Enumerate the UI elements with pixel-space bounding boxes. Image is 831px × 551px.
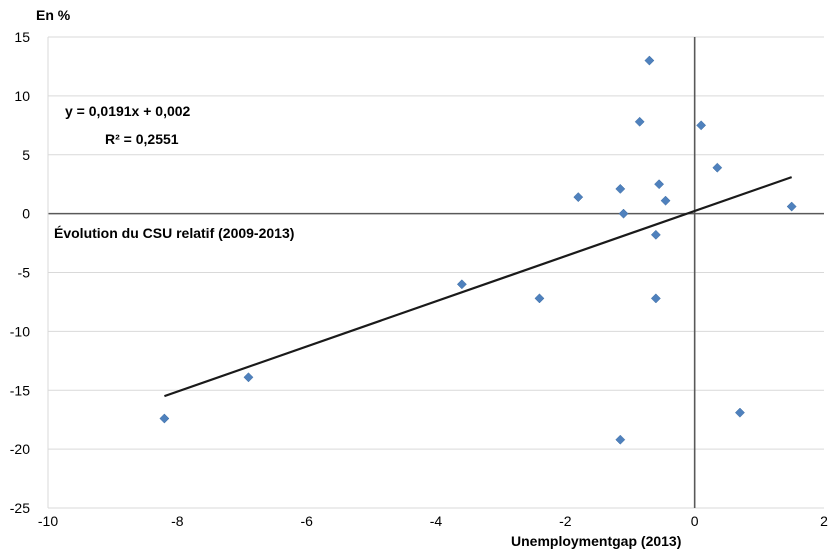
grid-lines [48, 36, 824, 509]
y-tick-label: -5 [18, 265, 31, 281]
y-tick-label: 15 [14, 29, 30, 45]
data-point [786, 201, 797, 212]
r-squared: R² = 0,2551 [105, 131, 179, 147]
x-tick-label: -4 [430, 513, 443, 529]
y-tick-label: 10 [14, 88, 30, 104]
data-points [159, 55, 797, 445]
y-tick-label: -10 [10, 323, 30, 339]
x-tick-label: 2 [820, 513, 828, 529]
y-tick-label: -25 [10, 500, 30, 516]
data-point [456, 279, 467, 290]
y-tick-label: -20 [10, 441, 30, 457]
data-point [712, 162, 723, 173]
data-point [634, 116, 645, 127]
x-tick-label: 0 [691, 513, 699, 529]
y-axis-label: Évolution du CSU relatif (2009-2013) [54, 225, 294, 241]
x-tick-label: -10 [38, 513, 58, 529]
data-point [159, 413, 170, 424]
data-point [243, 372, 254, 383]
y-unit-label: En % [36, 7, 71, 23]
trend-equation: y = 0,0191x + 0,002 [65, 103, 191, 119]
data-point [660, 195, 671, 206]
data-point [618, 208, 629, 219]
x-tick-label: -8 [171, 513, 184, 529]
data-point [534, 293, 545, 304]
trendline-layer [164, 176, 793, 398]
data-point [654, 179, 665, 190]
axes [47, 37, 824, 508]
data-point [696, 120, 707, 131]
data-point [615, 434, 626, 445]
y-tick-label: -15 [10, 382, 30, 398]
data-point [644, 55, 655, 66]
y-tick-label: 0 [22, 206, 30, 222]
x-tick-label: -2 [559, 513, 572, 529]
trendline [164, 176, 793, 398]
data-point [734, 407, 745, 418]
x-tick-label: -6 [300, 513, 313, 529]
y-tick-label: 5 [22, 147, 30, 163]
data-point [650, 293, 661, 304]
data-point [615, 183, 626, 194]
data-point [573, 192, 584, 203]
x-axis-label: Unemploymentgap (2013) [511, 533, 681, 549]
data-point [650, 229, 661, 240]
